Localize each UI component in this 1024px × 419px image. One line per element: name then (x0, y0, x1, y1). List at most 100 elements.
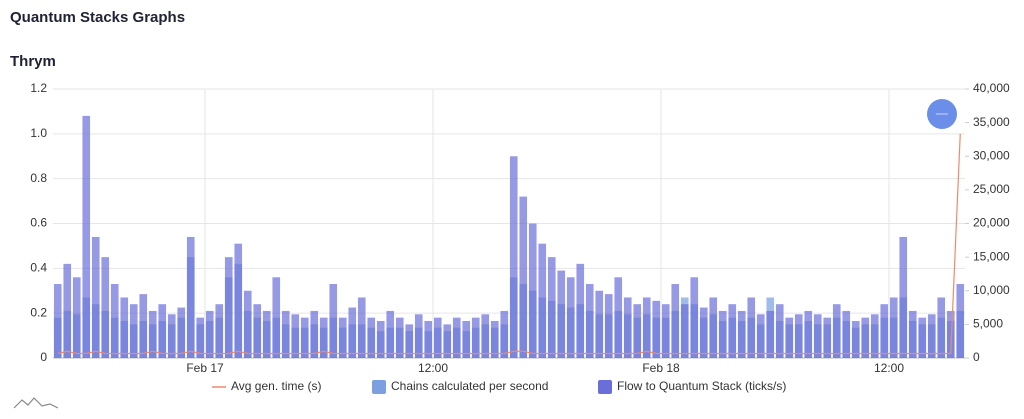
bar (737, 310, 746, 358)
bar (519, 196, 528, 358)
bar (433, 317, 442, 358)
bar (775, 304, 784, 358)
bar (319, 317, 328, 358)
bar (82, 115, 91, 359)
bar (243, 290, 252, 358)
bar (718, 310, 727, 358)
bar (832, 304, 841, 358)
legend-label[interactable]: Flow to Quantum Stack (ticks/s) (617, 379, 786, 393)
y2-tick-label: 10,000 (973, 283, 1010, 297)
legend-label[interactable]: Chains calculated per second (391, 379, 548, 393)
bar (671, 284, 680, 358)
bar (509, 156, 518, 358)
bar (490, 321, 499, 358)
bar (205, 310, 214, 358)
bar (376, 321, 385, 358)
bar (215, 304, 224, 358)
bar (281, 310, 290, 358)
bar (652, 300, 661, 358)
bar (585, 284, 594, 358)
bar (196, 317, 205, 358)
bar (414, 314, 423, 358)
bar (72, 277, 81, 358)
bar (424, 321, 433, 358)
bar (880, 304, 889, 358)
bar (186, 236, 195, 358)
bar (937, 297, 946, 358)
bar (547, 257, 556, 358)
bar (528, 223, 537, 358)
y-tick-label: 0.6 (30, 216, 47, 230)
bar (642, 297, 651, 358)
bar (728, 304, 737, 358)
bar (595, 290, 604, 358)
bar (253, 304, 262, 358)
bar (576, 263, 585, 358)
bar (604, 294, 613, 358)
y2-tick-label: 25,000 (973, 182, 1010, 196)
bar (861, 317, 870, 358)
bar (709, 297, 718, 358)
bar (899, 236, 908, 358)
y2-tick-label: 40,000 (973, 81, 1010, 95)
bar (177, 307, 186, 358)
y-tick-label: 1.0 (30, 126, 47, 140)
bar (661, 304, 670, 358)
bar (927, 314, 936, 358)
y-tick-label: 0.2 (30, 305, 47, 319)
bar (91, 236, 100, 358)
bar (633, 304, 642, 358)
y2-tick-label: 35,000 (973, 115, 1010, 129)
bar (500, 310, 509, 358)
bar (946, 310, 955, 358)
bar (348, 307, 357, 358)
bar (699, 307, 708, 358)
bar (405, 324, 414, 358)
line (57, 133, 961, 355)
bar (110, 284, 119, 358)
y-tick-label: 0.4 (30, 261, 47, 275)
page-title: Quantum Stacks Graphs (10, 9, 185, 26)
bar (262, 310, 271, 358)
y2-tick-label: 20,000 (973, 216, 1010, 230)
bar (756, 314, 765, 358)
bar (291, 314, 300, 358)
bar (690, 277, 699, 358)
legend-swatch (372, 380, 386, 394)
bar (120, 297, 129, 358)
y2-tick-label: 0 (973, 350, 980, 364)
bar (338, 317, 347, 358)
bar (63, 263, 72, 358)
bar (53, 284, 62, 358)
y-tick-label: 1.2 (30, 81, 47, 95)
bar (234, 243, 243, 358)
bar (785, 317, 794, 358)
bar (443, 324, 452, 358)
y-tick-label: 0.8 (30, 171, 47, 185)
bar (842, 310, 851, 358)
bar (300, 317, 309, 358)
bar (623, 297, 632, 358)
bar (908, 310, 917, 358)
bar (129, 304, 138, 358)
bar (148, 310, 157, 358)
bar (813, 314, 822, 358)
bar (956, 284, 965, 358)
bar (747, 297, 756, 358)
bar (823, 317, 832, 358)
bar (139, 294, 148, 358)
bar (452, 317, 461, 358)
legend-label[interactable]: Avg gen. time (s) (231, 379, 321, 393)
x-tick-label: Feb 17 (186, 361, 224, 375)
y2-tick-label: 15,000 (973, 249, 1010, 263)
bar (272, 277, 281, 358)
bar (395, 317, 404, 358)
y-tick-label: 0 (40, 350, 47, 364)
y2-tick-label: 5,000 (973, 317, 1003, 331)
bar (329, 284, 338, 358)
logo (13, 397, 59, 409)
bar (557, 270, 566, 358)
bar (566, 277, 575, 358)
